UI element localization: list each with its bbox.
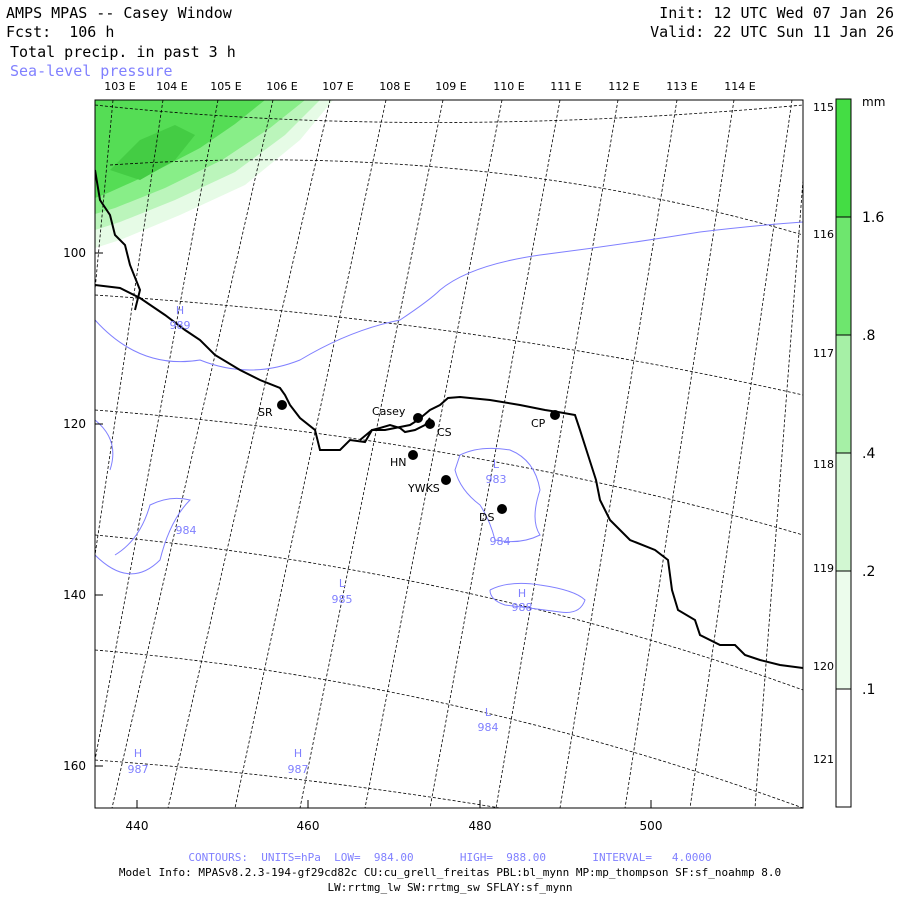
lon-label: 106 E (266, 80, 297, 93)
lon-label: 112 E (608, 80, 639, 93)
contour-info: CONTOURS: UNITS=hPa LOW= 984.00 HIGH= 98… (188, 851, 712, 864)
colorbar-label: .8 (862, 328, 875, 344)
station-label: DS (479, 511, 494, 524)
station-marker (277, 400, 287, 410)
station-label: SR (258, 406, 273, 419)
pressure-value: 989 (170, 319, 191, 332)
meridian-lines (95, 100, 803, 808)
colorbar-label: .2 (862, 564, 875, 580)
pressure-value: 984 (490, 535, 511, 548)
pressure-type: L (485, 706, 492, 719)
model-info: Model Info: MPASv8.2.3-194-gf29cd82c CU:… (118, 866, 782, 879)
pressure-value: 988 (512, 601, 533, 614)
valid-time: Valid: 22 UTC Sun 11 Jan 26 (650, 23, 894, 41)
pressure-type: H (294, 747, 302, 760)
station-marker (413, 413, 423, 423)
lon-label: 111 E (550, 80, 581, 93)
colorbar-segment (836, 217, 851, 335)
pressure-value: 987 (288, 763, 309, 776)
lon-label: 105 E (210, 80, 241, 93)
station-label: HN (390, 456, 407, 469)
precip-shading (95, 100, 333, 248)
colorbar-label: .4 (862, 446, 875, 462)
lon-label: 109 E (435, 80, 466, 93)
colorbar-unit: mm (862, 95, 885, 109)
station-marker (408, 450, 418, 460)
lon-label: 110 E (493, 80, 524, 93)
plot-area (95, 100, 803, 808)
lon-label: 104 E (156, 80, 187, 93)
slp-contours (95, 221, 803, 613)
station-marker (441, 475, 451, 485)
pressure-value: 987 (128, 763, 149, 776)
parallel-lines (95, 104, 803, 808)
forecast-hour: Fcst: 106 h (6, 23, 115, 41)
pressure-type: H (518, 587, 526, 600)
colorbar-segment (836, 335, 851, 453)
y-tick-label: 120 (63, 417, 86, 431)
coastline (95, 169, 803, 669)
station-label: CP (531, 417, 546, 430)
colorbar-label: 1.6 (862, 210, 884, 226)
station-marker (550, 410, 560, 420)
pressure-value: 983 (486, 473, 507, 486)
lon-label: 103 E (104, 80, 135, 93)
model-info-line2: LW:rrtmg_lw SW:rrtmg_sw SFLAY:sf_mynn (327, 881, 573, 894)
lon-label: 107 E (322, 80, 353, 93)
colorbar-segment (836, 571, 851, 689)
colorbar: mm 1.6 .8 .4 .2 .1 (835, 95, 885, 808)
x-tick-label: 500 (640, 819, 663, 833)
plot-frame (94, 99, 804, 809)
x-tick-label: 480 (469, 819, 492, 833)
station-marker (497, 504, 507, 514)
station-label: Casey (372, 405, 406, 418)
y-axis: 100 120 140 160 (63, 246, 103, 773)
init-time: Init: 12 UTC Wed 07 Jan 26 (659, 4, 894, 22)
y-tick-label: 100 (63, 246, 86, 260)
station-label: YWKS (407, 482, 440, 495)
y-tick-label: 160 (63, 759, 86, 773)
x-tick-label: 460 (297, 819, 320, 833)
pressure-labels: H 989 984 L 983 984 L 985 H 988 L 984 H … (128, 304, 533, 776)
field-name: Total precip. in past 3 h (10, 43, 236, 61)
y-tick-label: 140 (63, 588, 86, 602)
pressure-value: 984 (176, 524, 197, 537)
map-title: AMPS MPAS -- Casey Window (6, 4, 232, 22)
pressure-type: L (339, 577, 346, 590)
x-tick-label: 440 (126, 819, 149, 833)
station-label: CS (437, 426, 452, 439)
lon-label: 108 E (379, 80, 410, 93)
top-longitude-labels: 103 E 104 E 105 E 106 E 107 E 108 E 109 … (104, 80, 755, 93)
overlay-name: Sea-level pressure (10, 62, 173, 80)
pressure-type: H (176, 304, 184, 317)
stations: SR Casey CS HN YWKS CP DS (258, 400, 560, 524)
lon-label: 114 E (724, 80, 755, 93)
colorbar-segment (836, 453, 851, 571)
lon-label: 113 E (666, 80, 697, 93)
pressure-value: 985 (332, 593, 353, 606)
pressure-type: L (493, 458, 500, 471)
pressure-value: 984 (478, 721, 499, 734)
colorbar-segment (836, 99, 851, 217)
colorbar-label: .1 (862, 682, 875, 698)
x-axis: 440 460 480 500 (126, 800, 663, 833)
pressure-type: H (134, 747, 142, 760)
station-marker (425, 419, 435, 429)
colorbar-segment (836, 689, 851, 807)
